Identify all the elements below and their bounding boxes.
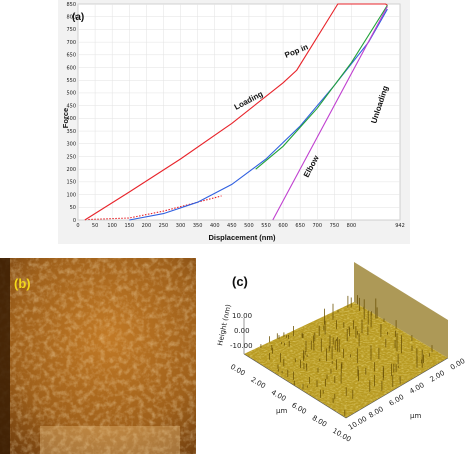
afm-3d-surface-panel: (c) Height (nm) 10.00 0.00 -10.00 0.00 2.…: [196, 258, 474, 454]
plot-area: [77, 3, 401, 221]
series-line-1: [88, 195, 222, 221]
x-tick-label: 2.00: [429, 369, 447, 384]
y-tick-label: 4.00: [270, 388, 288, 403]
y-tick-label: 0: [73, 218, 76, 224]
panel-a-label: (a): [72, 12, 84, 23]
series-line-3: [255, 5, 388, 170]
x-tick-label: 500: [244, 223, 254, 229]
x-tick-label: 4.00: [408, 381, 426, 396]
x-tick-label: 650: [295, 223, 305, 229]
y-tick-label: 250: [66, 154, 76, 160]
y-tick-label: 450: [66, 103, 76, 109]
y-tick-label: 700: [66, 40, 76, 46]
x-tick-label: 350: [193, 223, 203, 229]
z-axis-label: Height (nm): [216, 303, 233, 346]
afm-2d-image: (b): [0, 258, 196, 454]
y-tick-label: 150: [66, 180, 76, 186]
x-axis-label: Displacement (nm): [208, 233, 276, 242]
y-tick-label: 200: [66, 167, 76, 173]
y-axis-unit: μm: [410, 412, 421, 420]
x-tick-label: 942: [395, 223, 405, 229]
x-tick-label: 550: [261, 223, 271, 229]
x-tick-label: 300: [176, 223, 186, 229]
afm-2d-image-panel: (b): [0, 258, 196, 454]
x-tick-label: 600: [278, 223, 288, 229]
force-displacement-chart: 0 50 100 150 200 250 300 350 400 450 500 550 600 650 7…: [58, 0, 410, 244]
y-tick-label: 650: [66, 53, 76, 59]
y-tick-label: 550: [66, 78, 76, 84]
y-tick-label: 50: [70, 205, 76, 211]
series-line-0: [84, 3, 388, 221]
x-tick-label: 50: [92, 223, 98, 229]
panel-c-label: (c): [232, 274, 248, 289]
x-tick-label: 200: [142, 223, 152, 229]
x-tick-label: 700: [313, 223, 323, 229]
x-tick-label: 400: [210, 223, 220, 229]
x-tick-label: 6.00: [388, 393, 406, 408]
x-tick-label: 250: [159, 223, 169, 229]
x-tick-label: 450: [227, 223, 237, 229]
force-displacement-svg: 0 50 100 150 200 250 300 350 400 450 500 550 600 650 7…: [61, 2, 405, 242]
panel-b-label: (b): [14, 276, 31, 291]
y-tick-label: 8.00: [311, 414, 329, 429]
y-tick-label: 750: [66, 27, 76, 33]
x-tick-label: 10.00: [347, 415, 368, 432]
z-tick-mid: 0.00: [234, 327, 250, 335]
x-tick-label: 150: [125, 223, 135, 229]
afm-3d-surface: (c) Height (nm) 10.00 0.00 -10.00 0.002.…: [216, 262, 467, 444]
x-tick-label: 0: [76, 223, 79, 229]
series-line-2: [129, 8, 388, 221]
y-tick-label: 500: [66, 91, 76, 97]
x-tick-label: 0.00: [449, 357, 467, 372]
y-tick-label: 100: [66, 192, 76, 198]
series-line-4: [272, 6, 388, 221]
y-tick-label: 300: [66, 142, 76, 148]
z-tick-bottom: -10.00: [230, 342, 253, 350]
y-tick-label: 2.00: [249, 376, 267, 391]
y-tick-label: 850: [66, 2, 76, 8]
y-tick-label: 0.00: [229, 363, 247, 378]
y-tick-label: 350: [66, 129, 76, 135]
x-tick-label: 100: [107, 223, 117, 229]
y-tick-label: 6.00: [290, 401, 308, 416]
x-tick-label: 750: [330, 223, 340, 229]
y-tick-label: 600: [66, 65, 76, 71]
y-axis-label: Force: [61, 108, 70, 128]
x-tick-label: 8.00: [367, 405, 385, 420]
x-tick-label: 800: [347, 223, 357, 229]
y-tick-label: 400: [66, 116, 76, 122]
z-tick-top: 10.00: [232, 312, 252, 320]
x-axis-unit: μm: [276, 407, 287, 415]
y-tick-label: 800: [66, 15, 76, 21]
